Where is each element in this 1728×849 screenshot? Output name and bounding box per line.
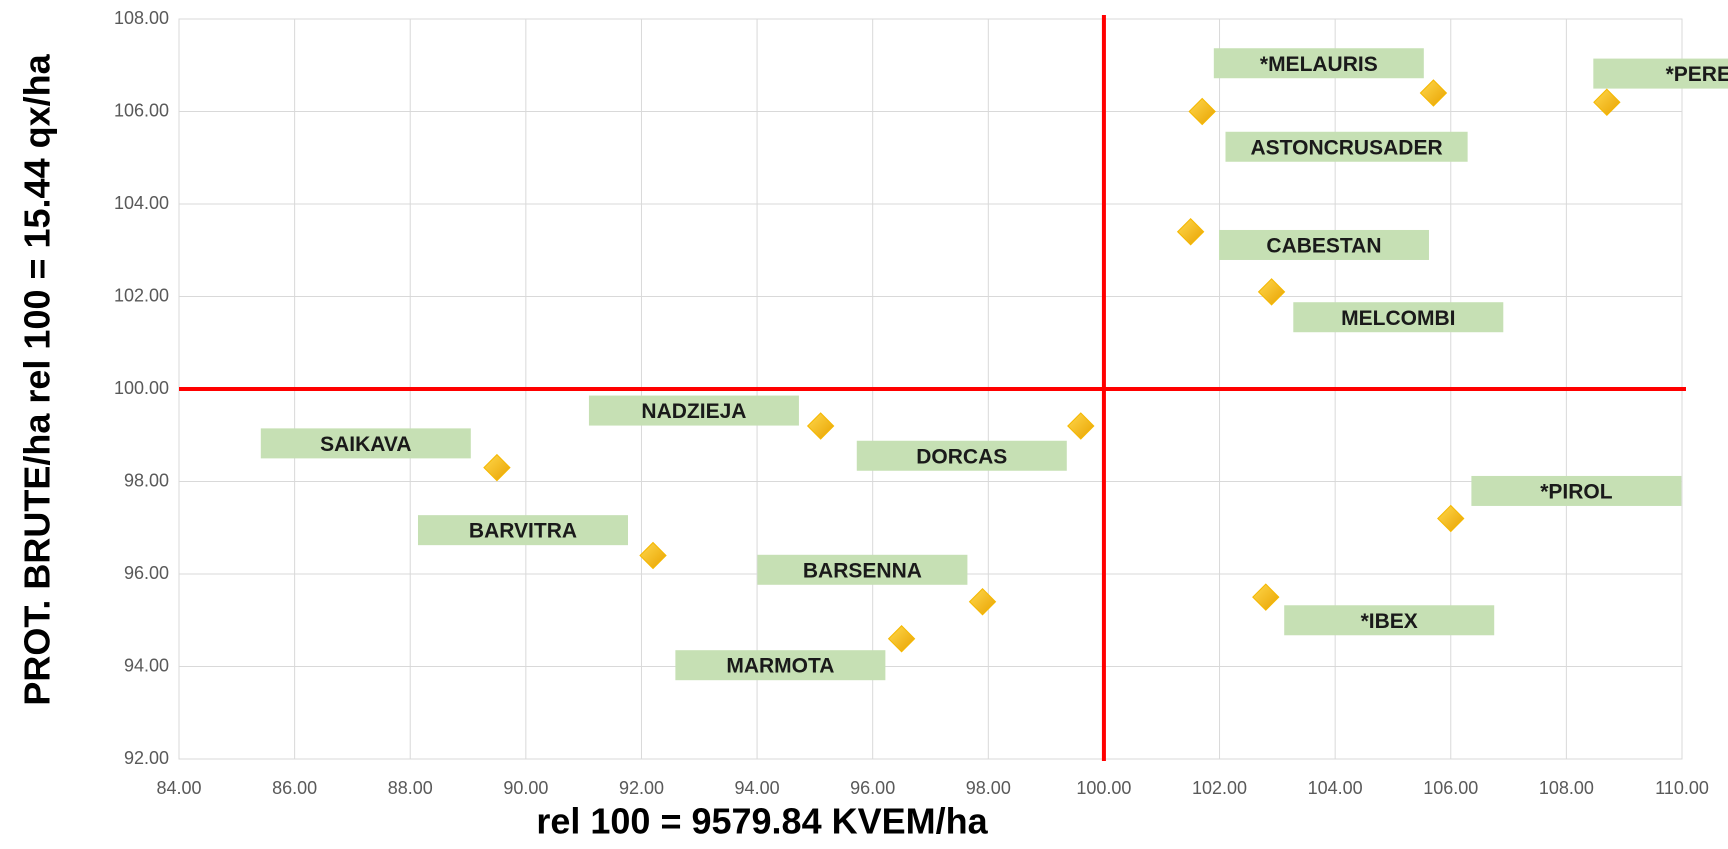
point	[968, 588, 997, 616]
x-tick-label: 104.00	[1308, 778, 1363, 798]
x-tick-label: 90.00	[503, 778, 548, 798]
x-tick-label: 84.00	[156, 778, 201, 798]
x-tick-label: 88.00	[388, 778, 433, 798]
point	[1252, 583, 1280, 611]
point-label: *PIROL	[1540, 480, 1613, 503]
label-box	[1293, 302, 1504, 333]
label-box	[1213, 48, 1424, 79]
x-tick-label: 102.00	[1192, 778, 1247, 798]
label-box	[856, 440, 1067, 471]
x-tick-label: 100.00	[1076, 778, 1131, 798]
point-label: MARMOTA	[726, 655, 834, 678]
point-label: NADZIEJA	[641, 400, 746, 423]
point	[1419, 79, 1448, 107]
label-box	[588, 395, 799, 426]
data-label: *MELAURIS	[1213, 48, 1424, 79]
data-label: ASTONCRUSADER	[1225, 131, 1468, 162]
point-label: MELCOMBI	[1341, 307, 1455, 330]
x-axis-title: rel 100 = 9579.84 KVEM/ha	[536, 801, 988, 842]
x-tick-label: 106.00	[1423, 778, 1478, 798]
point-label: BARSENNA	[803, 559, 922, 582]
x-tick-label: 108.00	[1539, 778, 1594, 798]
point	[806, 412, 835, 440]
point-label: *IBEX	[1361, 610, 1418, 633]
y-tick-label: 98.00	[124, 470, 169, 490]
y-tick-label: 94.00	[124, 655, 169, 675]
data-label: NADZIEJA	[588, 395, 799, 426]
label-box	[417, 515, 628, 546]
data-label: MARMOTA	[675, 650, 886, 681]
label-box	[675, 650, 886, 681]
point	[639, 541, 667, 570]
point	[1257, 278, 1286, 306]
label-box	[1593, 58, 1728, 89]
x-tick-label: 96.00	[850, 778, 895, 798]
label-box	[260, 428, 471, 459]
point	[1067, 412, 1095, 440]
point-label: SAIKAVA	[320, 433, 411, 456]
label-box	[1225, 131, 1468, 162]
label-box	[1284, 605, 1495, 636]
y-tick-label: 106.00	[114, 100, 169, 120]
point-label: *MELAURIS	[1260, 53, 1378, 76]
point	[1437, 504, 1465, 533]
x-tick-label: 86.00	[272, 778, 317, 798]
point-label: BARVITRA	[469, 520, 577, 543]
point-label: DORCAS	[916, 445, 1007, 468]
y-tick-label: 104.00	[114, 193, 169, 213]
y-tick-label: 100.00	[114, 378, 169, 398]
point-label: ASTONCRUSADER	[1250, 136, 1442, 159]
x-tick-label: 94.00	[735, 778, 780, 798]
label-box	[1218, 229, 1429, 260]
data-label: SAIKAVA	[260, 428, 471, 459]
point	[1593, 88, 1621, 116]
y-tick-label: 96.00	[124, 563, 169, 583]
point-label: *PERE	[1666, 63, 1728, 86]
data-label: MELCOMBI	[1293, 302, 1504, 333]
data-label: BARVITRA	[417, 515, 628, 546]
label-box	[757, 554, 968, 585]
label-box	[1471, 475, 1682, 506]
y-tick-label: 102.00	[114, 285, 169, 305]
point	[887, 625, 916, 653]
x-tick-label: 92.00	[619, 778, 664, 798]
point	[1188, 97, 1216, 126]
y-axis-title: PROT. BRUTE/ha rel 100 = 15.44 qx/ha	[17, 53, 58, 705]
data-label: *IBEX	[1284, 605, 1495, 636]
point	[1176, 218, 1205, 246]
y-tick-label: 108.00	[114, 8, 169, 28]
x-tick-label: 110.00	[1655, 778, 1709, 798]
point	[483, 453, 511, 482]
data-label: *PERE	[1593, 58, 1728, 89]
x-tick-label: 98.00	[966, 778, 1011, 798]
data-label: BARSENNA	[757, 554, 968, 585]
data-label: CABESTAN	[1218, 229, 1429, 260]
data-label: *PIROL	[1471, 475, 1682, 506]
point-label: CABESTAN	[1266, 235, 1381, 258]
data-label: DORCAS	[856, 440, 1067, 471]
y-tick-label: 92.00	[124, 748, 169, 768]
